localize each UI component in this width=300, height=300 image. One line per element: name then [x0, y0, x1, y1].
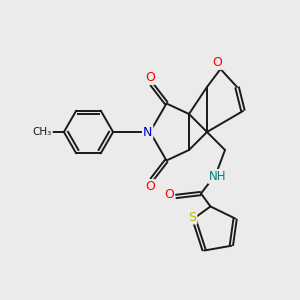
Text: O: O — [164, 188, 174, 202]
Text: CH₃: CH₃ — [33, 127, 52, 137]
Text: S: S — [188, 211, 196, 224]
Text: O: O — [145, 71, 155, 84]
Text: NH: NH — [209, 170, 226, 183]
Text: O: O — [213, 56, 222, 69]
Text: O: O — [145, 180, 155, 193]
Text: N: N — [143, 125, 152, 139]
